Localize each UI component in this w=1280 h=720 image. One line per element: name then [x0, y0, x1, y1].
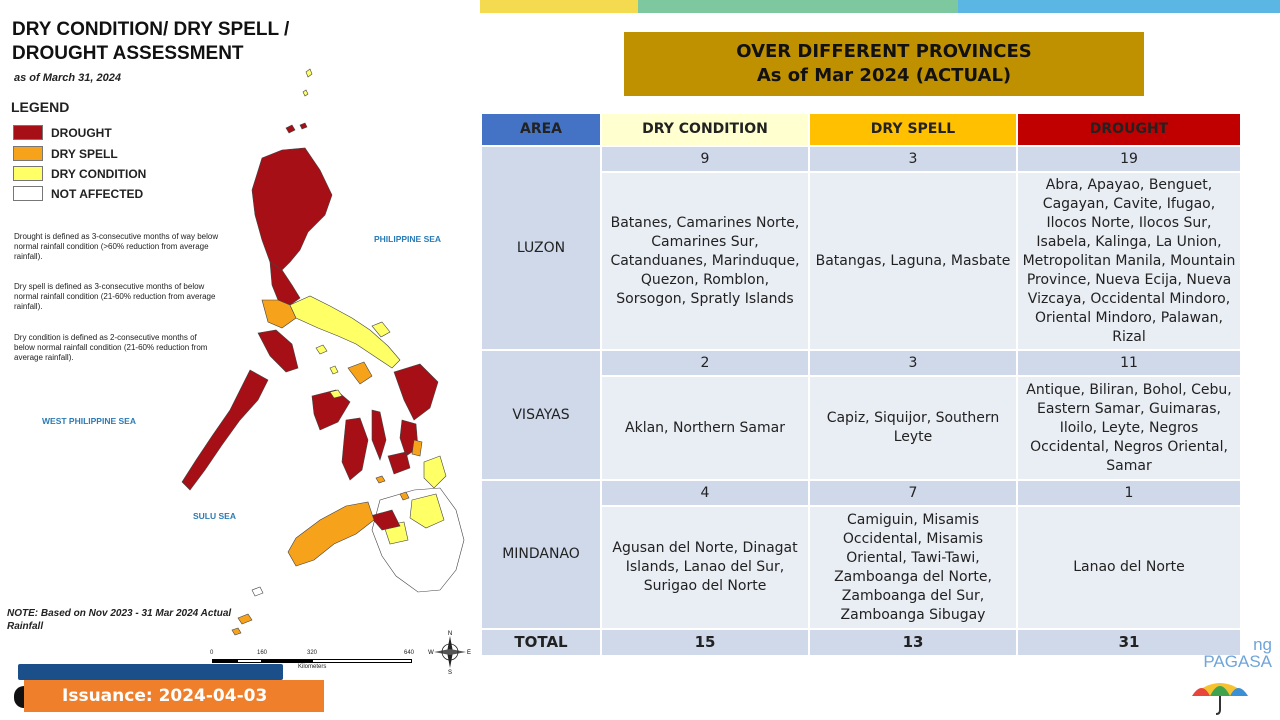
count-cell: 3: [808, 349, 1018, 377]
umbrella-logo-icon: [1192, 683, 1248, 715]
top-bar-blue: [958, 0, 1280, 13]
table-row-visayas-lists: Aklan, Northern Samar Capiz, Siquijor, S…: [481, 375, 1242, 481]
top-bar-yellow: [480, 0, 638, 13]
legend-item-dry-condition: DRY CONDITION: [13, 166, 146, 181]
compass-e: E: [467, 650, 471, 656]
legend-item-not-affected: NOT AFFECTED: [13, 186, 143, 201]
count-cell: 4: [600, 479, 810, 507]
legend-swatch-not-affected: [13, 186, 43, 201]
count-cell: 3: [808, 145, 1018, 173]
dry-spell-definition: Dry spell is defined as 3-consecutive mo…: [14, 282, 216, 311]
header-area: AREA: [480, 112, 602, 147]
map-panel: DRY CONDITION/ DRY SPELL / DROUGHT ASSES…: [0, 0, 475, 674]
legend-swatch-drought: [13, 125, 43, 140]
province-list-cell: Agusan del Norte, Dinagat Islands, Lanao…: [600, 505, 810, 630]
province-list-cell: Batangas, Laguna, Masbate: [808, 171, 1018, 351]
philippines-map: [181, 68, 465, 636]
table-heading-line1: OVER DIFFERENT PROVINCES: [736, 41, 1032, 62]
table-row-visayas-counts: VISAYAS 2 3 11: [480, 349, 1242, 481]
total-value: 31: [1016, 628, 1242, 657]
table-header-row: AREA DRY CONDITION DRY SPELL DROUGHT: [480, 112, 1242, 147]
count-cell: 11: [1016, 349, 1242, 377]
province-list-cell: Aklan, Northern Samar: [600, 375, 810, 481]
compass-n: N: [448, 631, 452, 637]
map-note: NOTE: Based on Nov 2023 - 31 Mar 2024 Ac…: [7, 608, 232, 632]
map-as-of-date: as of March 31, 2024: [14, 72, 122, 84]
top-bar-green: [638, 0, 958, 13]
table-heading-line2: As of Mar 2024 (ACTUAL): [756, 65, 1012, 86]
legend-label: NOT AFFECTED: [51, 186, 144, 201]
pagasa-wordmark-line2: PAGASA: [1203, 652, 1272, 671]
header-drought: DROUGHT: [1016, 112, 1242, 147]
legend-label: DRY SPELL: [51, 146, 118, 161]
province-list-cell: Antique, Biliran, Bohol, Cebu, Eastern S…: [1016, 375, 1242, 481]
pagasa-wordmark: ng PAGASA: [1176, 636, 1272, 670]
legend-title: LEGEND: [11, 99, 70, 115]
assessment-table: AREA DRY CONDITION DRY SPELL DROUGHT LUZ…: [480, 112, 1242, 657]
west-philippine-sea-label: WEST PHILIPPINE SEA: [42, 416, 136, 426]
count-cell: 9: [600, 145, 810, 173]
footer-strip: [18, 664, 283, 680]
legend-swatch-dry-spell: [13, 146, 43, 161]
legend-item-dry-spell: DRY SPELL: [13, 146, 118, 161]
compass-rose-icon: N S E W: [428, 631, 471, 674]
province-list-cell: Capiz, Siquijor, Southern Leyte: [808, 375, 1018, 481]
province-list-cell: Lanao del Norte: [1016, 505, 1242, 630]
issuance-date: Issuance: 2024-04-03: [24, 680, 324, 712]
legend-item-drought: DROUGHT: [13, 125, 112, 140]
count-cell: 2: [600, 349, 810, 377]
area-label: LUZON: [480, 145, 602, 351]
map-title: DRY CONDITION/ DRY SPELL / DROUGHT ASSES…: [12, 19, 290, 64]
compass-w: W: [428, 650, 434, 656]
table-row-luzon-lists: Batanes, Camarines Norte, Camarines Sur,…: [481, 171, 1242, 351]
header-dry-spell: DRY SPELL: [808, 112, 1018, 147]
header-dry-condition: DRY CONDITION: [600, 112, 810, 147]
total-value: 15: [600, 628, 810, 657]
philippine-sea-label: PHILIPPINE SEA: [374, 234, 442, 244]
scale-tick: 0: [210, 650, 214, 656]
legend-label: DRY CONDITION: [51, 166, 147, 181]
map-scale-bar: 0 160 320 640 Kilometers: [210, 650, 415, 670]
scale-tick: 320: [307, 650, 318, 656]
scale-units: Kilometers: [298, 664, 327, 670]
dry-condition-definition: Dry condition is defined as 2-consecutiv…: [14, 333, 208, 362]
scale-tick: 160: [257, 650, 268, 656]
count-cell: 7: [808, 479, 1018, 507]
table-heading: OVER DIFFERENT PROVINCES As of Mar 2024 …: [624, 32, 1144, 96]
table-row-mindanao-counts: MINDANAO 4 7 1: [480, 479, 1242, 630]
scale-tick: 640: [404, 650, 415, 656]
legend-swatch-dry-condition: [13, 166, 43, 181]
drought-definition: Drought is defined as 3-consecutive mont…: [14, 232, 219, 261]
pagasa-wordmark-line1: ng: [1253, 635, 1272, 654]
province-list-cell: Batanes, Camarines Norte, Camarines Sur,…: [600, 171, 810, 351]
province-list-cell: Abra, Apayao, Benguet, Cagayan, Cavite, …: [1016, 171, 1242, 351]
table-row-total: TOTAL 15 13 31: [480, 628, 1242, 657]
area-label: MINDANAO: [480, 479, 602, 630]
province-list-cell: Camiguin, Misamis Occidental, Misamis Or…: [808, 505, 1018, 630]
count-cell: 1: [1016, 479, 1242, 507]
count-cell: 19: [1016, 145, 1242, 173]
total-label: TOTAL: [480, 628, 602, 657]
compass-s: S: [448, 670, 452, 674]
sulu-sea-label: SULU SEA: [193, 511, 236, 521]
area-label: VISAYAS: [480, 349, 602, 481]
table-row-luzon-counts: LUZON 9 3 19: [480, 145, 1242, 351]
total-value: 13: [808, 628, 1018, 657]
legend-label: DROUGHT: [51, 125, 112, 140]
table-row-mindanao-lists: Agusan del Norte, Dinagat Islands, Lanao…: [481, 505, 1242, 630]
